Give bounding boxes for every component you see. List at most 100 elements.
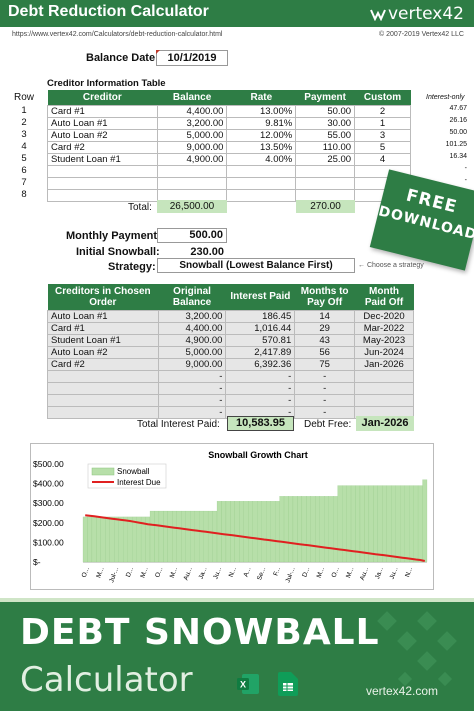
creditor-cell-rate[interactable]: 4.00% [226,152,297,166]
x-tick-label: D... [125,566,135,578]
total-payment: 270.00 [296,200,355,213]
snowball-bar [239,501,244,563]
creditor-cell-creditor[interactable] [47,188,158,202]
creditor-cell-custom[interactable]: 5 [354,140,411,154]
snowball-bar [91,516,97,563]
creditor-cell-rate[interactable] [226,176,297,190]
payoff-cell-interest: - [225,393,296,407]
row-number: 2 [21,117,27,128]
interest-only-value: 50.00 [449,129,467,136]
col-creditor: Creditor [47,90,158,105]
monthly-payment-input[interactable]: 500.00 [157,228,227,243]
excel-icon-letter: X [240,680,246,690]
initial-snowball-label: Initial Snowball: [76,246,160,258]
interest-only-value: - [464,165,467,172]
creditor-cell-creditor[interactable]: Student Loan #1 [47,152,158,166]
snowball-bar [118,516,124,563]
logo-text: vertex42 [387,4,464,24]
creditor-cell-custom[interactable]: 2 [354,104,411,118]
copyright: © 2007-2019 Vertex42 LLC [379,31,464,38]
creditor-cell-payment[interactable]: 110.00 [295,140,356,154]
creditor-cell-creditor[interactable]: Auto Loan #1 [47,116,158,130]
snowball-bar [413,485,419,563]
creditor-cell-rate[interactable]: 9.81% [226,116,297,130]
creditor-cell-balance[interactable]: 3,200.00 [156,116,228,130]
snowball-bar [167,510,173,563]
creditor-cell-balance[interactable] [156,164,228,178]
creditor-cell-payment[interactable]: 30.00 [295,116,356,130]
legend-snowball-swatch [91,467,115,476]
payoff-cell-original: - [157,381,227,395]
interest-due-line [85,514,426,562]
creditor-cell-balance[interactable]: 9,000.00 [156,140,228,154]
creditor-cell-balance[interactable]: 4,900.00 [156,152,228,166]
creditor-cell-balance[interactable] [156,176,228,190]
payoff-cell-months: - [294,369,356,383]
creditor-cell-rate[interactable]: 13.00% [226,104,297,118]
interest-only-value: 16.34 [449,153,467,160]
row-number: 1 [21,105,27,116]
payoff-cell-interest: - [225,369,296,383]
creditor-cell-creditor[interactable] [47,164,158,178]
creditor-cell-custom[interactable]: 3 [354,128,411,142]
snowball-bar [257,501,262,563]
creditor-cell-creditor[interactable]: Card #2 [47,140,158,154]
snowball-bar [87,516,93,563]
snowball-bar [283,496,289,563]
snowball-growth-chart: Snowball Growth Chart $500.00 $400.00 $300.… [30,443,434,590]
y-tick-label: $- [33,557,41,567]
debt-free-value: Jan-2026 [356,416,414,431]
creditor-cell-custom[interactable]: 4 [354,152,411,166]
snowball-bar [382,485,387,563]
x-tick-label: M... [95,566,105,579]
vertex42-logo[interactable]: vertex42 [370,4,464,24]
snowball-bar [176,510,182,563]
payoff-cell-original: 3,200.00 [157,309,227,323]
snowball-bar [190,510,195,563]
payoff-cell-months: 29 [294,321,356,335]
creditor-cell-payment[interactable]: 55.00 [295,128,356,142]
snowball-bar [292,496,298,563]
payoff-cell-creditor [47,405,159,419]
creditor-cell-creditor[interactable]: Auto Loan #2 [47,128,158,142]
initial-snowball-value: 230.00 [190,246,224,258]
page-url[interactable]: https://www.vertex42.com/Calculators/deb… [12,31,223,38]
snowball-bar [163,510,168,563]
chart-title: Snowball Growth Chart [208,450,308,460]
creditor-cell-creditor[interactable] [47,176,158,190]
creditor-cell-rate[interactable]: 13.50% [226,140,297,154]
payoff-cell-original: - [157,369,227,383]
creditor-cell-creditor[interactable]: Card #1 [47,104,158,118]
creditor-cell-balance[interactable]: 5,000.00 [156,128,228,142]
creditor-cell-rate[interactable] [226,164,297,178]
x-tick-label: Ja... [374,566,385,580]
x-tick-label: M... [139,566,149,579]
footer-title: DEBT SNOWBALL [20,612,380,653]
col-custom: Custom [354,90,411,105]
payoff-cell-interest: 2,417.89 [225,345,296,359]
payoff-cell-months: 75 [294,357,356,371]
snowball-bar [417,485,423,563]
row-number: 3 [21,129,27,140]
footer-site[interactable]: vertex42.com [366,684,439,698]
creditor-cell-balance[interactable]: 4,400.00 [156,104,228,118]
creditor-cell-rate[interactable]: 12.00% [226,128,297,142]
strategy-select[interactable]: Snowball (Lowest Balance First) [157,258,355,273]
creditor-row: Student Loan #1 4,900.00 4.00% 25.00 4 [47,152,411,166]
creditor-row: Card #1 4,400.00 13.00% 50.00 2 [47,104,411,118]
balance-date-input[interactable]: 10/1/2019 [156,50,228,66]
creditor-cell-rate[interactable] [226,188,297,202]
snowball-bar [225,501,231,563]
snowball-bar [324,496,329,563]
creditor-cell-custom[interactable]: 1 [354,116,411,130]
x-tick-label: O... [331,566,341,578]
payoff-cell-paid_off: May-2023 [354,333,414,347]
creditor-cell-payment[interactable]: 25.00 [295,152,356,166]
creditor-cell-payment[interactable] [295,176,356,190]
payoff-cell-original: 5,000.00 [157,345,227,359]
creditor-cell-payment[interactable]: 50.00 [295,104,356,118]
payoff-cell-original: - [157,393,227,407]
creditor-cell-payment[interactable] [295,164,356,178]
row-number: 7 [21,177,27,188]
